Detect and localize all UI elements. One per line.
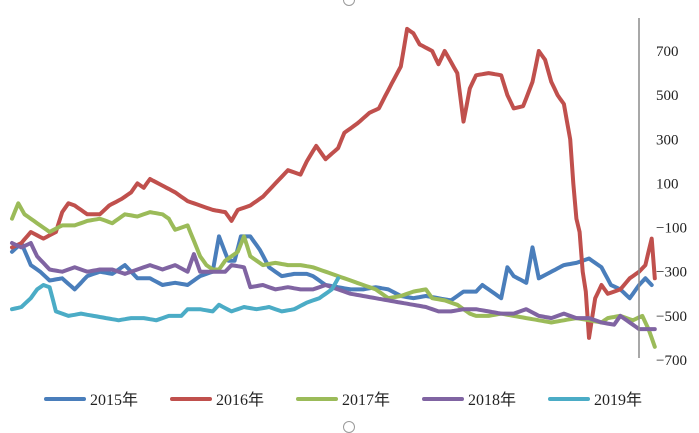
y-tick-label: 300 [656,132,679,148]
bottom-resize-handle[interactable] [343,421,355,433]
y-tick-label: −500 [656,309,687,325]
y-tick-label: 100 [656,176,679,192]
legend-label-2017年: 2017年 [342,391,390,409]
plot-area [10,26,657,349]
legend-label-2015年: 2015年 [90,391,138,409]
y-axis: 700 500 300 100 −100 −300 −500 −700 [638,18,687,369]
legend-label-2018年: 2018年 [468,391,516,409]
y-tick-label: −700 [656,353,687,369]
y-tick-label: −100 [656,221,687,237]
legend: 2015年 2016年 2017年 2018年 2019年 [44,391,642,409]
y-tick-label: −300 [656,265,687,281]
y-tick-label: 700 [656,44,679,60]
series-line-2019年 [10,276,341,323]
y-tick-label: 500 [656,88,679,104]
legend-label-2019年: 2019年 [594,391,642,409]
series-line-2017年 [10,201,657,349]
series-line-2016年 [10,26,657,340]
legend-label-2016年: 2016年 [216,391,264,409]
